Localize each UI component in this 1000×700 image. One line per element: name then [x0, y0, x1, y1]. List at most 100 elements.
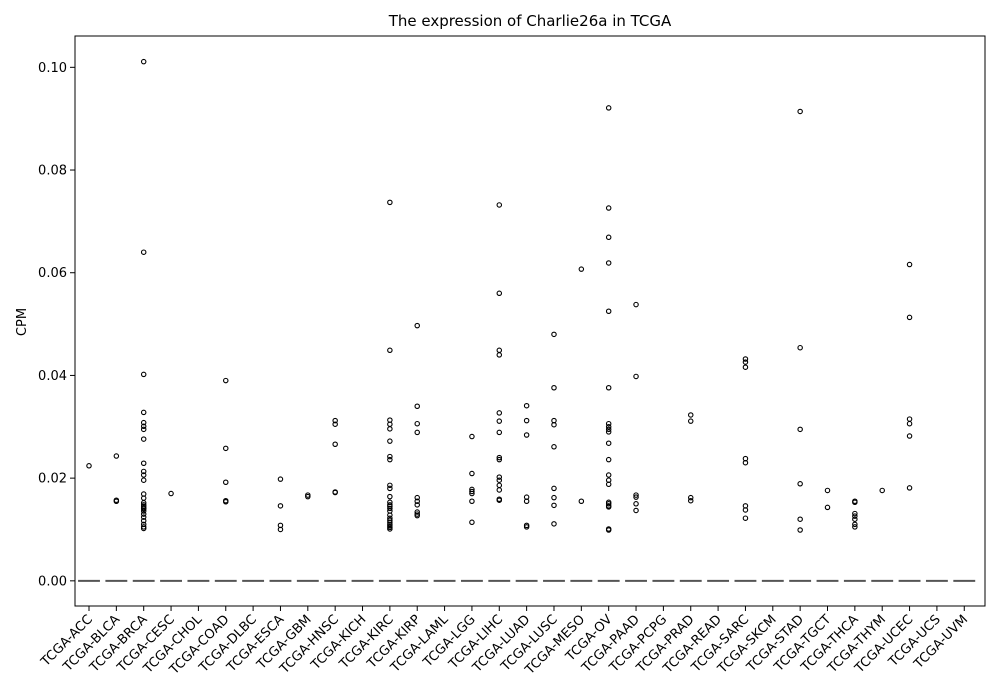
- y-tick-label: 0.00: [38, 574, 67, 589]
- outlier-point: [605, 308, 612, 314]
- outlier-point: [551, 385, 557, 391]
- outlier-point: [605, 504, 612, 510]
- outlier-point: [140, 436, 147, 442]
- outlier-point: [551, 494, 557, 501]
- outlier-point: [496, 352, 503, 358]
- outlier-point: [140, 506, 147, 512]
- outlier-point: [605, 472, 612, 478]
- outlier-point: [140, 468, 147, 475]
- outlier-point: [496, 429, 503, 436]
- outlier-point: [906, 485, 913, 491]
- outlier-point: [879, 487, 885, 494]
- outlier-point: [469, 498, 475, 504]
- outlier-point: [496, 202, 503, 208]
- outlier-point: [852, 516, 858, 522]
- outlier-point: [496, 290, 503, 297]
- outlier-point: [332, 441, 338, 447]
- outlier-point: [140, 426, 147, 433]
- outlier-point: [687, 494, 694, 501]
- outlier-point: [852, 499, 858, 506]
- outlier-point: [387, 512, 393, 518]
- outlier-point: [140, 518, 147, 524]
- outlier-point: [387, 426, 393, 432]
- outlier-point: [277, 526, 284, 533]
- outlier-point: [140, 419, 147, 426]
- outlier-point: [277, 476, 284, 482]
- outlier-point: [824, 487, 831, 494]
- outlier-point: [687, 497, 694, 504]
- outlier-point: [140, 500, 147, 506]
- outlier-point: [496, 487, 503, 493]
- outlier-point: [852, 510, 858, 517]
- outlier-point: [824, 504, 831, 511]
- outlier-point: [551, 331, 557, 338]
- plot-area: 0.000.020.040.060.080.10TCGA-ACCTCGA-BLC…: [38, 58, 976, 678]
- y-tick-label: 0.04: [38, 369, 67, 384]
- outlier-point: [906, 416, 913, 422]
- outlier-point: [605, 501, 612, 507]
- outlier-point: [496, 474, 503, 480]
- outlier-point: [140, 511, 147, 517]
- outlier-point: [305, 493, 311, 500]
- outlier-point: [605, 429, 612, 435]
- outlier-point: [496, 497, 503, 503]
- outlier-point: [605, 527, 612, 533]
- outlier-point: [523, 402, 530, 409]
- outlier-point: [414, 403, 420, 409]
- y-tick-label: 0.10: [38, 61, 67, 76]
- outlier-point: [523, 524, 530, 530]
- outlier-point: [605, 234, 612, 241]
- outlier-point: [414, 512, 420, 519]
- outlier-point: [140, 514, 147, 520]
- outlier-point: [332, 417, 338, 424]
- outlier-point: [797, 527, 803, 533]
- outlier-point: [687, 412, 694, 418]
- outlier-point: [469, 433, 475, 440]
- outlier-point: [496, 454, 503, 461]
- outlier-point: [414, 420, 420, 427]
- outlier-point: [852, 521, 858, 528]
- outlier-point: [605, 385, 612, 391]
- outlier-point: [140, 409, 147, 416]
- outlier-point: [414, 502, 420, 508]
- outlier-point: [523, 417, 530, 424]
- outlier-point: [605, 420, 612, 427]
- outlier-point: [551, 502, 557, 509]
- outlier-point: [551, 485, 557, 492]
- outlier-point: [387, 199, 393, 206]
- outlier-point: [223, 499, 229, 505]
- outlier-point: [496, 347, 503, 354]
- y-tick-label: 0.08: [38, 164, 67, 179]
- outlier-point: [852, 524, 858, 530]
- outlier-point: [578, 498, 585, 504]
- outlier-point: [277, 503, 284, 509]
- outlier-point: [387, 485, 393, 492]
- outlier-point: [633, 492, 639, 498]
- outlier-point: [496, 410, 503, 416]
- y-tick-label: 0.06: [38, 266, 67, 281]
- outlier-point: [633, 507, 639, 514]
- outlier-point: [605, 440, 612, 446]
- outlier-point: [742, 356, 749, 362]
- outlier-point: [742, 515, 749, 521]
- outlier-point: [797, 481, 803, 487]
- outlier-point: [605, 205, 612, 211]
- outlier-point: [86, 463, 92, 469]
- outlier-point: [140, 423, 147, 430]
- outlier-point: [469, 490, 475, 497]
- outlier-point: [797, 426, 803, 433]
- outlier-point: [414, 494, 420, 501]
- outlier-point: [387, 519, 393, 526]
- outlier-point: [742, 359, 749, 365]
- chart-title: The expression of Charlie26a in TCGA: [388, 12, 672, 30]
- outlier-point: [551, 444, 557, 450]
- outlier-point: [140, 477, 147, 483]
- outlier-point: [113, 498, 120, 504]
- outlier-point: [223, 377, 229, 384]
- outlier-point: [742, 507, 749, 513]
- outlier-point: [469, 488, 475, 495]
- outlier-point: [113, 453, 120, 459]
- outlier-point: [551, 421, 557, 428]
- outlier-point: [496, 456, 503, 463]
